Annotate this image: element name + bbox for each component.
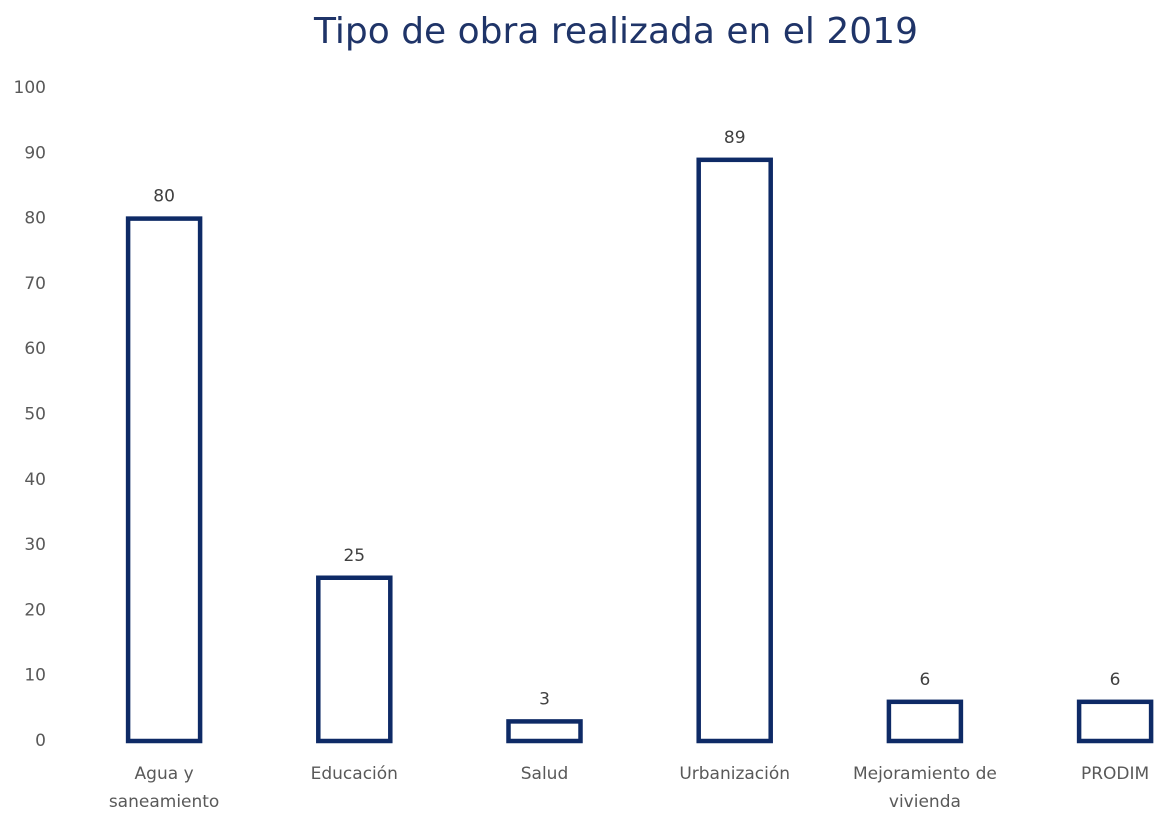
data-label: 80 [153, 187, 175, 207]
y-tick-label: 40 [24, 470, 46, 490]
bar [886, 699, 964, 744]
data-label: 25 [343, 546, 365, 566]
data-label: 3 [539, 689, 550, 709]
x-tick-label: Urbanización [679, 764, 790, 784]
bar [316, 575, 393, 744]
x-tick-label-line: Educación [311, 764, 398, 784]
x-tick-label: PRODIM [1081, 764, 1149, 784]
y-tick-label: 60 [24, 339, 46, 359]
y-tick-label: 100 [14, 78, 46, 98]
bar [125, 216, 203, 744]
y-tick-label: 10 [24, 666, 46, 686]
x-tick-label-line: PRODIM [1081, 764, 1149, 784]
bar [1076, 699, 1154, 744]
y-tick-label: 80 [24, 209, 46, 229]
x-tick-label-line: Salud [521, 764, 569, 784]
x-tick-label: Educación [311, 764, 398, 784]
x-tick-label: Mejoramiento de vivienda [853, 764, 997, 812]
x-tick-label: Salud [521, 764, 569, 784]
bar [696, 157, 773, 744]
x-tick-label-line: Urbanización [679, 764, 790, 784]
y-tick-label: 90 [24, 143, 46, 163]
x-tick-label: Agua y saneamiento [109, 764, 220, 812]
x-tick-label-line: vivienda [889, 792, 961, 812]
x-tick-label-line: Agua y [135, 764, 194, 784]
y-tick-label: 30 [24, 535, 46, 555]
x-tick-label-line: saneamiento [109, 792, 220, 812]
y-tick-label: 70 [24, 274, 46, 294]
data-label: 6 [919, 670, 930, 690]
bar [506, 719, 583, 744]
y-tick-label: 20 [24, 600, 46, 620]
chart-title: Tipo de obra realizada en el 2019 [313, 11, 918, 52]
y-tick-label: 0 [35, 731, 46, 751]
data-label: 89 [724, 128, 746, 148]
x-tick-label-line: Mejoramiento de [853, 764, 997, 784]
y-tick-label: 50 [24, 405, 46, 425]
data-label: 6 [1110, 670, 1121, 690]
